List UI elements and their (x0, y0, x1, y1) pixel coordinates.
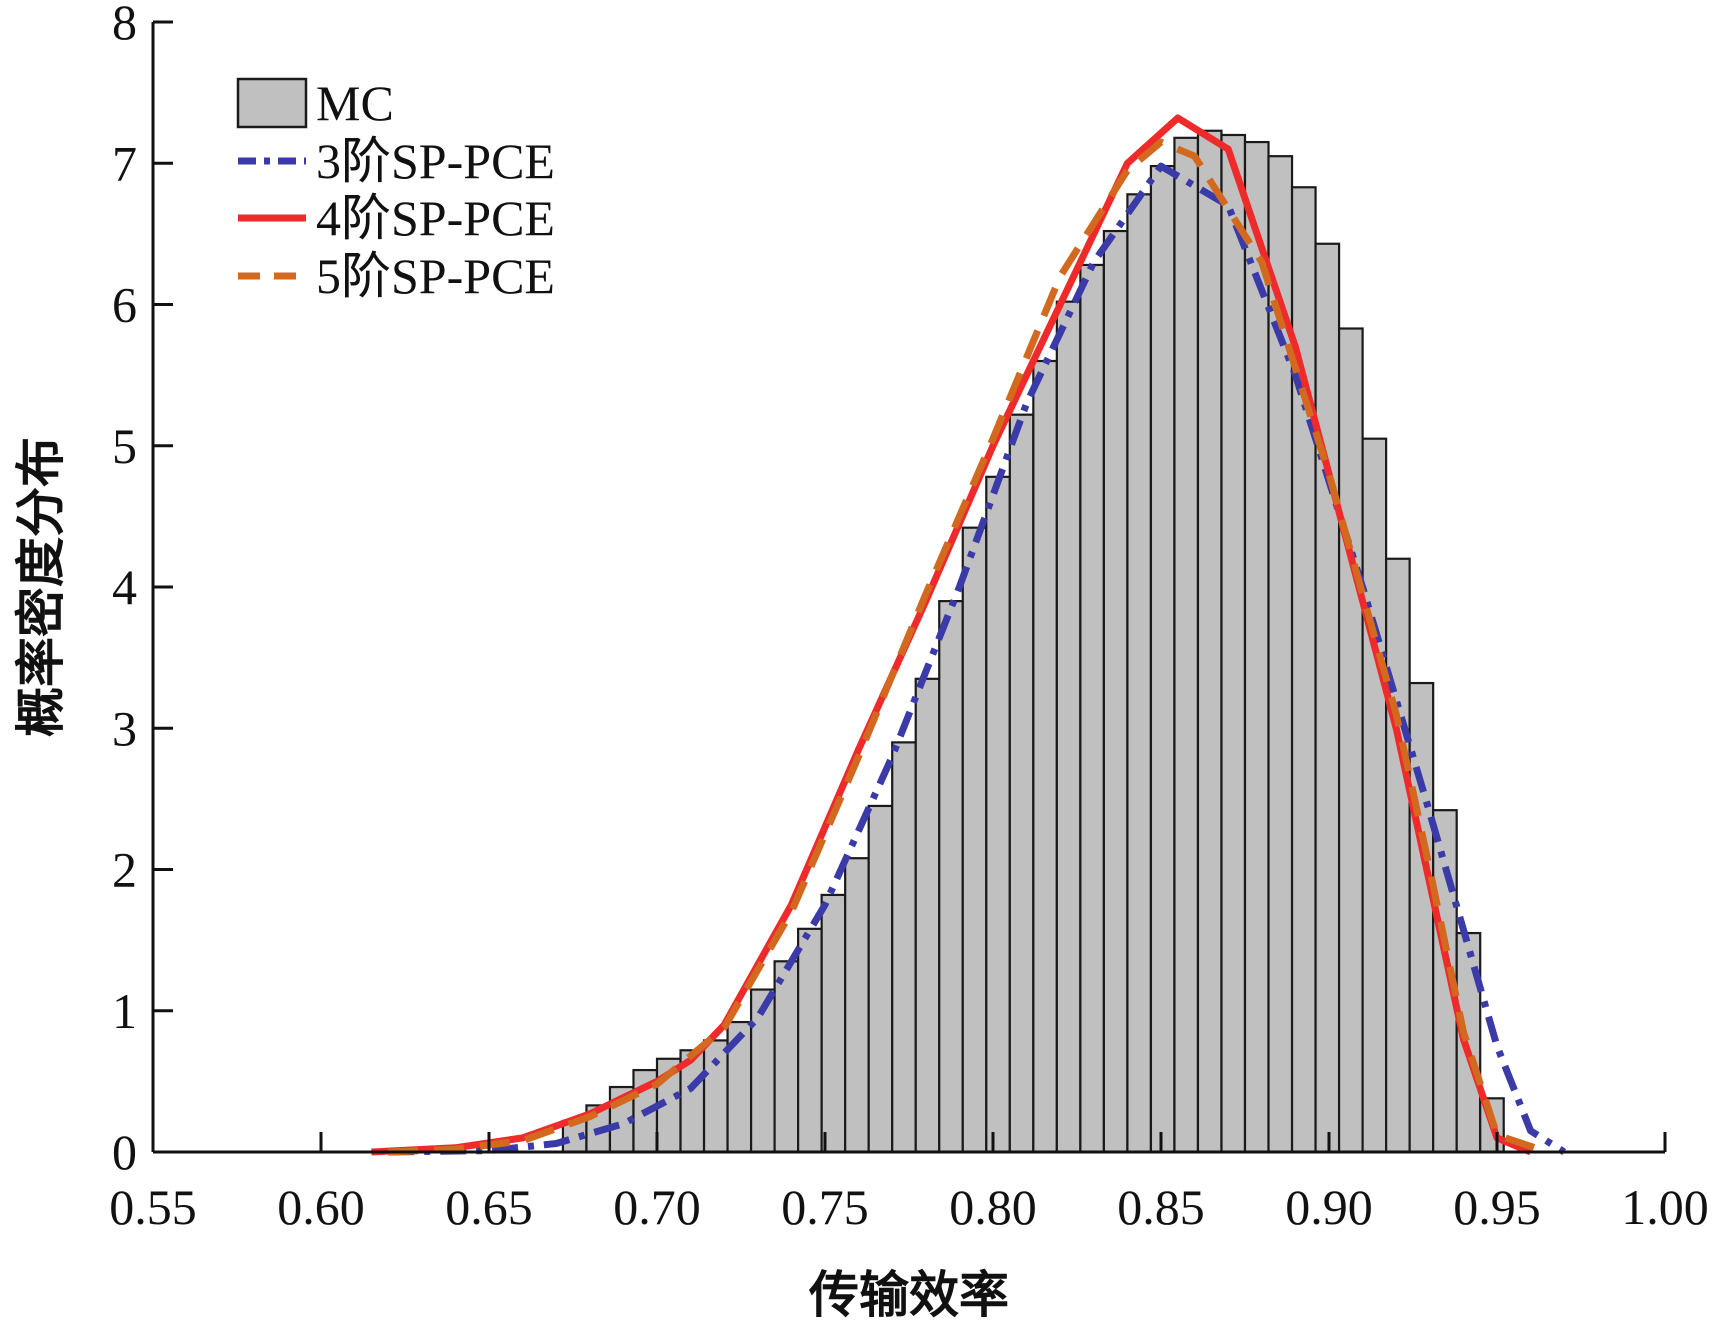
histogram-bar (820, 893, 847, 1154)
histogram-bar (961, 526, 988, 1154)
histogram-bar (1149, 164, 1176, 1154)
pdf-curves (371, 114, 1567, 1156)
x-tick-label: 1.00 (1621, 1179, 1709, 1235)
histogram-bar (1385, 557, 1411, 1154)
x-tick-label: 0.55 (109, 1179, 197, 1235)
x-tick-label: 0.90 (1285, 1179, 1373, 1235)
histogram-bar (1337, 327, 1364, 1154)
histogram-bar (1032, 359, 1058, 1154)
histogram-bar (844, 857, 870, 1154)
histogram-bars (561, 129, 1505, 1154)
legend-label: 3阶SP-PCE (316, 133, 555, 189)
y-tick-label: 1 (112, 983, 137, 1039)
histogram-bar (1173, 136, 1200, 1154)
histogram-bar (985, 475, 1011, 1154)
histogram-bar (1126, 193, 1153, 1154)
series-line (388, 138, 1549, 1156)
legend-label: 4阶SP-PCE (316, 190, 555, 246)
y-axis-label: 概率密度分布 (12, 437, 70, 737)
histogram-bar (938, 600, 964, 1154)
y-tick-label: 5 (112, 418, 137, 474)
x-axis-ticks: 0.55 0.60 0.65 0.70 0.75 0.80 0.85 0.90 0.95 1.00 (109, 1132, 1709, 1235)
y-tick-label: 4 (112, 559, 137, 615)
histogram-bar (702, 1039, 729, 1154)
histogram-bar (1055, 300, 1082, 1154)
histogram-bar (773, 960, 800, 1154)
histogram-bar (1079, 263, 1105, 1154)
y-tick-label: 7 (112, 135, 137, 191)
y-tick-label: 6 (112, 277, 137, 333)
x-tick-label: 0.75 (781, 1179, 869, 1235)
legend-swatch-mc (236, 77, 308, 129)
histogram-bar (1008, 413, 1035, 1154)
x-tick-label: 0.80 (949, 1179, 1037, 1235)
x-tick-label: 0.60 (277, 1179, 365, 1235)
histogram-bar (1455, 931, 1482, 1154)
histogram-bar (867, 804, 894, 1154)
legend-label: MC (316, 75, 394, 131)
x-tick-label: 0.95 (1453, 1179, 1541, 1235)
histogram-bar (1102, 229, 1129, 1154)
y-tick-label: 3 (112, 700, 137, 756)
histogram-bar (1196, 129, 1223, 1154)
histogram-bar (1290, 186, 1317, 1154)
legend-label: 5阶SP-PCE (316, 248, 555, 304)
y-tick-label: 2 (112, 842, 137, 898)
histogram-bar (914, 677, 941, 1154)
y-axis-ticks: 0 1 2 3 4 5 6 7 8 (112, 0, 173, 1180)
histogram-bar (1361, 437, 1388, 1154)
histogram-bar (1220, 133, 1247, 1154)
histogram-bar (797, 927, 823, 1154)
histogram-bar (891, 741, 917, 1154)
histogram-bar (1314, 242, 1341, 1154)
x-tick-label: 0.65 (445, 1179, 533, 1235)
x-axis-label: 传输效率 (808, 1266, 1009, 1324)
x-tick-label: 0.85 (1117, 1179, 1205, 1235)
x-tick-label: 0.70 (613, 1179, 701, 1235)
y-tick-label: 8 (112, 0, 137, 50)
y-tick-label: 0 (112, 1124, 137, 1180)
